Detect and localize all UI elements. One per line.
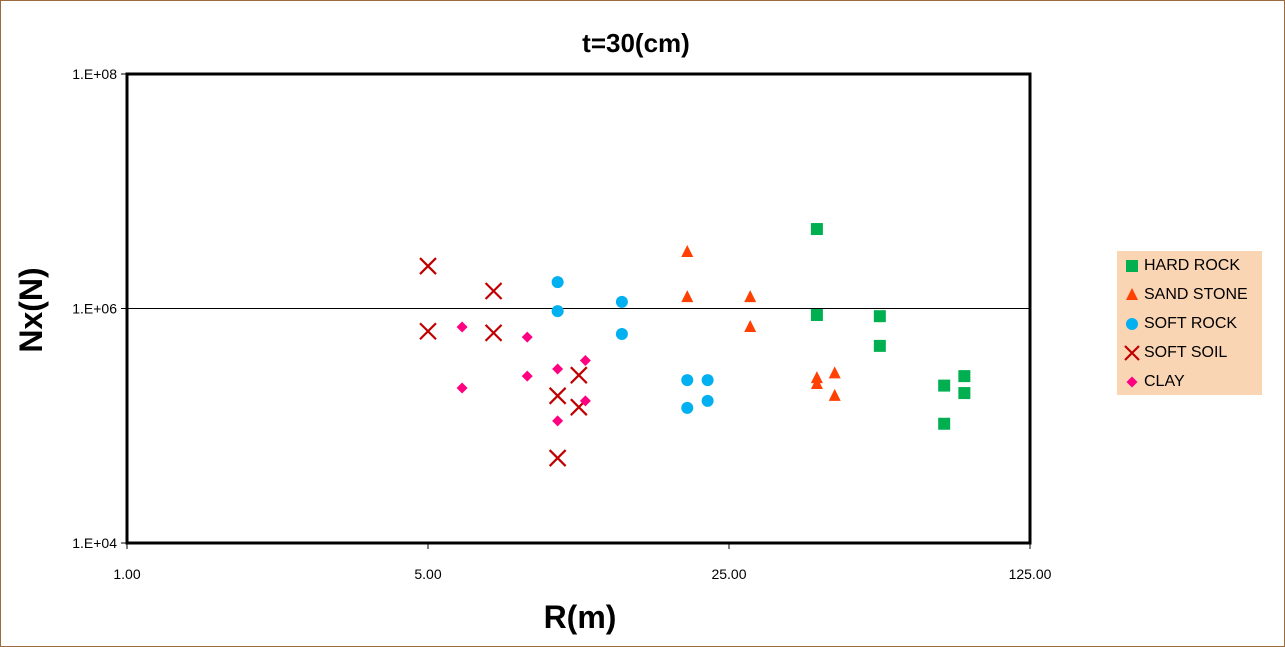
point-soft-soil [484, 324, 503, 342]
triangle-marker-icon [1126, 287, 1138, 300]
point-soft-rock [681, 401, 694, 414]
point-sand-stone [744, 320, 757, 333]
point-sand-stone [810, 377, 823, 390]
point-soft-rock [615, 328, 628, 341]
point-clay [521, 370, 533, 382]
y-axis-title: Nx(N) [13, 267, 49, 352]
y-tick-label: 1.E+04 [72, 535, 117, 551]
legend: HARD ROCK SAND STONE SOFT ROCK SOFT SOIL CLA… [1117, 251, 1262, 395]
point-hard-rock [958, 370, 971, 383]
point-hard-rock [938, 417, 951, 430]
point-hard-rock [938, 379, 951, 392]
legend-label: CLAY [1144, 372, 1185, 390]
point-clay [579, 395, 591, 407]
point-soft-rock [551, 305, 564, 318]
point-hard-rock [958, 387, 971, 400]
point-soft-soil [548, 387, 567, 405]
x-marker-icon [1124, 344, 1140, 361]
x-tick-label: 1.00 [113, 566, 140, 582]
point-hard-rock [810, 309, 823, 322]
x-tick-label: 25.00 [711, 566, 746, 582]
point-sand-stone [681, 290, 694, 303]
point-sand-stone [828, 388, 841, 401]
legend-label: SOFT SOIL [1144, 343, 1228, 361]
point-clay [456, 382, 468, 394]
point-soft-soil [570, 366, 588, 384]
x-axis-title: R(m) [544, 599, 617, 635]
point-clay [521, 331, 533, 343]
legend-item-clay: CLAY [1117, 367, 1185, 396]
point-hard-rock [873, 339, 886, 352]
circle-marker-icon [1126, 317, 1138, 330]
point-soft-rock [615, 295, 628, 308]
point-hard-rock [873, 310, 886, 323]
point-soft-rock [701, 394, 714, 407]
point-soft-rock [551, 276, 564, 289]
point-soft-rock [701, 374, 714, 387]
legend-marker-sand-stone [1126, 287, 1138, 300]
point-soft-soil [419, 322, 437, 341]
legend-item-soft-soil: SOFT SOIL [1117, 338, 1227, 367]
point-sand-stone [681, 245, 694, 258]
chart-title: t=30(cm) [582, 28, 690, 58]
point-soft-soil [484, 282, 503, 300]
square-marker-icon [1126, 259, 1138, 272]
legend-label: HARD ROCK [1144, 256, 1241, 274]
point-clay [456, 321, 468, 333]
legend-label: SOFT ROCK [1144, 314, 1238, 332]
legend-marker-soft-soil [1124, 344, 1140, 361]
point-clay [579, 355, 591, 367]
x-tick-label: 5.00 [414, 566, 441, 582]
point-soft-rock [681, 374, 694, 387]
legend-item-hard-rock: HARD ROCK [1117, 251, 1240, 280]
legend-marker-clay [1126, 376, 1138, 387]
legend-label: SAND STONE [1144, 285, 1248, 303]
legend-marker-hard-rock [1126, 259, 1138, 272]
point-sand-stone [744, 290, 757, 303]
x-tick-label: 125.00 [1009, 566, 1052, 582]
point-soft-soil [548, 449, 567, 467]
point-clay [552, 363, 564, 375]
point-hard-rock [810, 223, 823, 236]
legend-item-soft-rock: SOFT ROCK [1117, 309, 1237, 338]
y-tick-label: 1.E+08 [72, 66, 117, 82]
point-sand-stone [828, 366, 841, 379]
point-clay [552, 415, 564, 427]
legend-marker-soft-rock [1126, 317, 1138, 330]
y-tick-label: 1.E+06 [72, 301, 117, 317]
legend-item-sand-stone: SAND STONE [1117, 280, 1248, 309]
diamond-marker-icon [1126, 376, 1138, 387]
point-soft-soil [419, 257, 437, 275]
